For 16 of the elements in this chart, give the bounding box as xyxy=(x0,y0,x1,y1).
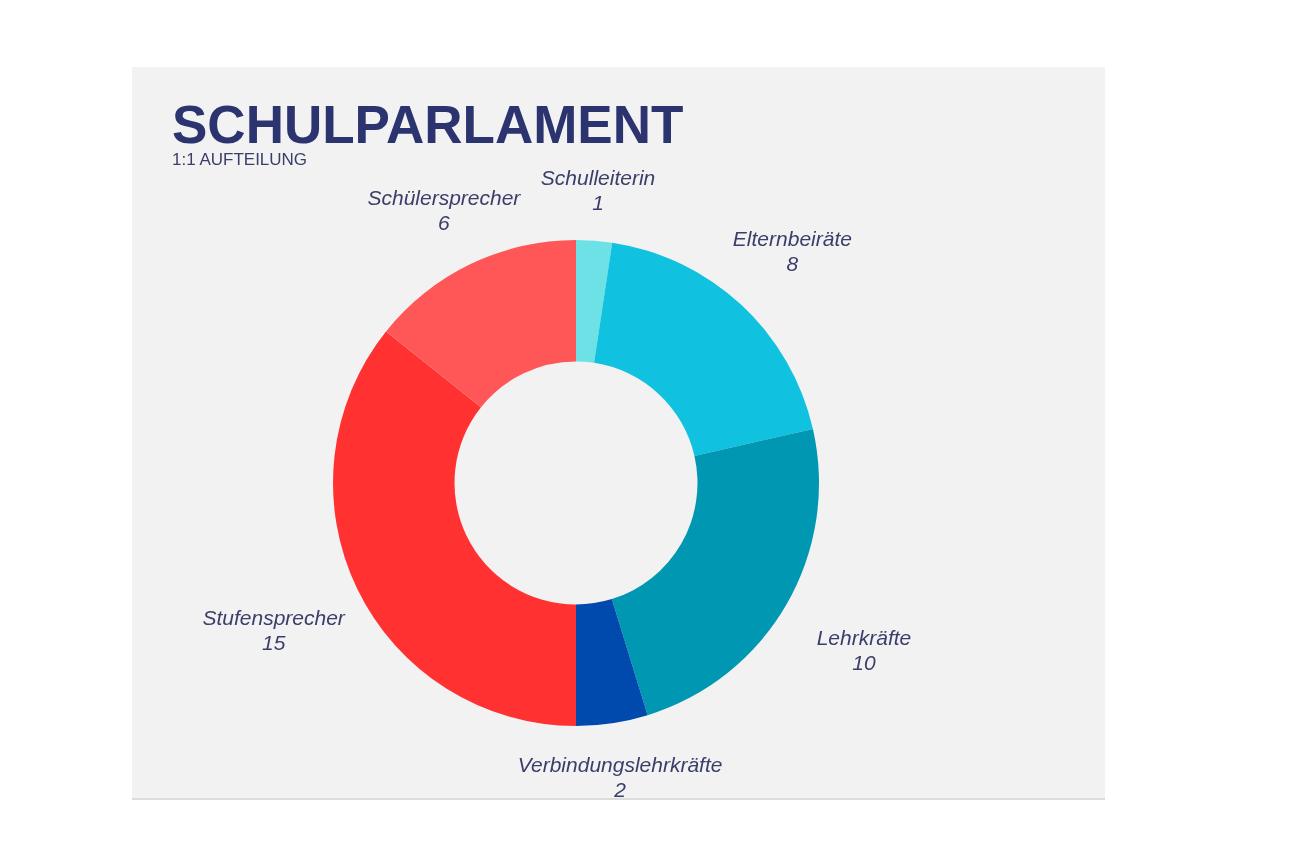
slice-label: Schülersprecher xyxy=(367,185,522,209)
data-label: 2 xyxy=(613,777,627,801)
slice-label: Schulleiterin xyxy=(540,165,656,189)
donut-slice xyxy=(576,599,648,726)
data-label: 15 xyxy=(261,630,286,654)
slice-label: Lehrkräfte xyxy=(816,626,912,650)
donut-slice xyxy=(611,428,819,716)
slice-label: Stufensprecher xyxy=(202,605,346,629)
data-label: 8 xyxy=(786,251,799,275)
data-label: 6 xyxy=(438,210,451,234)
data-label: 1 xyxy=(592,190,604,214)
slice-label: Verbindungslehrkräfte xyxy=(517,752,723,776)
data-label: 10 xyxy=(852,651,876,675)
slice-label: Elternbeiräte xyxy=(732,226,852,250)
donut-slice xyxy=(576,240,613,363)
donut-slice xyxy=(386,240,576,408)
